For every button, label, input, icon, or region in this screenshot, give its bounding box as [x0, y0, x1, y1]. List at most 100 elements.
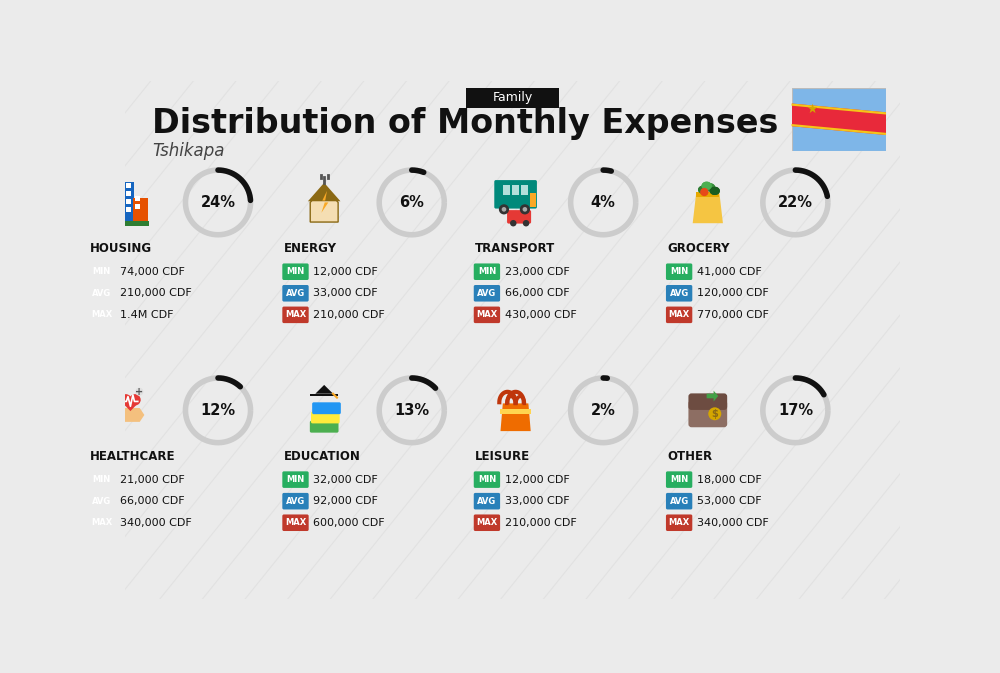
- FancyBboxPatch shape: [89, 285, 115, 302]
- Text: HOUSING: HOUSING: [90, 242, 152, 255]
- Polygon shape: [115, 408, 144, 422]
- FancyBboxPatch shape: [113, 221, 149, 225]
- Text: ENERGY: ENERGY: [284, 242, 337, 255]
- Text: 770,000 CDF: 770,000 CDF: [697, 310, 769, 320]
- Polygon shape: [693, 193, 723, 223]
- Text: 6%: 6%: [399, 195, 424, 210]
- Text: Family: Family: [492, 92, 533, 104]
- Text: AVG: AVG: [286, 289, 305, 297]
- Circle shape: [120, 394, 132, 405]
- Polygon shape: [698, 186, 708, 194]
- Circle shape: [708, 407, 721, 420]
- Circle shape: [510, 220, 517, 226]
- FancyBboxPatch shape: [89, 307, 115, 323]
- Polygon shape: [792, 104, 886, 114]
- FancyBboxPatch shape: [89, 471, 115, 488]
- Text: ★: ★: [807, 103, 818, 116]
- Circle shape: [700, 188, 708, 197]
- FancyBboxPatch shape: [666, 285, 692, 302]
- FancyBboxPatch shape: [688, 400, 727, 427]
- Text: 74,000 CDF: 74,000 CDF: [120, 267, 184, 277]
- Text: AVG: AVG: [286, 497, 305, 505]
- FancyBboxPatch shape: [126, 182, 131, 188]
- Text: MIN: MIN: [478, 267, 496, 276]
- Polygon shape: [315, 385, 333, 394]
- Text: MIN: MIN: [93, 475, 111, 484]
- FancyBboxPatch shape: [466, 87, 559, 108]
- Text: MIN: MIN: [93, 267, 111, 276]
- Text: MIN: MIN: [670, 267, 688, 276]
- FancyBboxPatch shape: [474, 285, 500, 302]
- Text: 41,000 CDF: 41,000 CDF: [697, 267, 762, 277]
- FancyBboxPatch shape: [282, 285, 309, 302]
- FancyBboxPatch shape: [666, 263, 692, 280]
- Text: GROCERY: GROCERY: [668, 242, 730, 255]
- Polygon shape: [310, 186, 338, 222]
- Text: 210,000 CDF: 210,000 CDF: [505, 518, 576, 528]
- FancyBboxPatch shape: [282, 263, 309, 280]
- FancyBboxPatch shape: [474, 493, 500, 509]
- FancyBboxPatch shape: [118, 182, 123, 188]
- Text: 21,000 CDF: 21,000 CDF: [120, 474, 184, 485]
- Circle shape: [499, 205, 509, 215]
- Text: AVG: AVG: [670, 289, 689, 297]
- Text: 4%: 4%: [591, 195, 616, 210]
- Text: 1.4M CDF: 1.4M CDF: [120, 310, 173, 320]
- Text: 12,000 CDF: 12,000 CDF: [313, 267, 378, 277]
- FancyBboxPatch shape: [133, 198, 148, 223]
- Text: EDUCATION: EDUCATION: [284, 450, 361, 463]
- FancyBboxPatch shape: [696, 192, 719, 197]
- FancyBboxPatch shape: [114, 182, 134, 223]
- FancyBboxPatch shape: [126, 190, 131, 196]
- Polygon shape: [702, 182, 712, 190]
- FancyBboxPatch shape: [512, 185, 519, 195]
- Text: MAX: MAX: [668, 310, 690, 320]
- Text: 24%: 24%: [200, 195, 236, 210]
- Text: 53,000 CDF: 53,000 CDF: [697, 496, 762, 506]
- FancyBboxPatch shape: [135, 205, 140, 209]
- Text: MAX: MAX: [476, 518, 498, 527]
- Circle shape: [523, 207, 527, 212]
- Text: 33,000 CDF: 33,000 CDF: [505, 496, 569, 506]
- Text: 32,000 CDF: 32,000 CDF: [313, 474, 378, 485]
- Circle shape: [520, 205, 530, 215]
- Polygon shape: [308, 183, 340, 201]
- Text: 430,000 CDF: 430,000 CDF: [505, 310, 576, 320]
- Text: 13%: 13%: [394, 403, 429, 418]
- Text: HEALTHCARE: HEALTHCARE: [90, 450, 176, 463]
- FancyBboxPatch shape: [118, 207, 123, 212]
- FancyBboxPatch shape: [126, 199, 131, 204]
- Text: LEISURE: LEISURE: [475, 450, 530, 463]
- Text: 66,000 CDF: 66,000 CDF: [120, 496, 184, 506]
- Text: Tshikapa: Tshikapa: [152, 142, 225, 160]
- FancyBboxPatch shape: [507, 210, 531, 223]
- Text: 120,000 CDF: 120,000 CDF: [697, 288, 769, 298]
- Polygon shape: [792, 124, 886, 135]
- Text: AVG: AVG: [92, 497, 111, 505]
- FancyBboxPatch shape: [521, 185, 528, 195]
- Text: +: +: [135, 387, 143, 396]
- Polygon shape: [321, 191, 328, 213]
- Text: TRANSPORT: TRANSPORT: [475, 242, 556, 255]
- Circle shape: [135, 388, 143, 396]
- Polygon shape: [710, 186, 720, 195]
- FancyBboxPatch shape: [282, 471, 309, 488]
- FancyBboxPatch shape: [666, 493, 692, 509]
- FancyBboxPatch shape: [89, 514, 115, 531]
- Text: 210,000 CDF: 210,000 CDF: [313, 310, 385, 320]
- Text: 340,000 CDF: 340,000 CDF: [120, 518, 191, 528]
- Text: MIN: MIN: [286, 267, 305, 276]
- Text: MIN: MIN: [286, 475, 305, 484]
- Text: 340,000 CDF: 340,000 CDF: [697, 518, 769, 528]
- FancyBboxPatch shape: [500, 409, 531, 414]
- Text: $: $: [711, 409, 718, 419]
- FancyBboxPatch shape: [310, 421, 339, 433]
- Text: MAX: MAX: [476, 310, 498, 320]
- FancyBboxPatch shape: [688, 394, 727, 410]
- Polygon shape: [792, 104, 886, 135]
- FancyBboxPatch shape: [89, 263, 115, 280]
- Polygon shape: [705, 183, 715, 192]
- Text: 66,000 CDF: 66,000 CDF: [505, 288, 569, 298]
- Polygon shape: [120, 400, 141, 411]
- FancyBboxPatch shape: [135, 197, 140, 201]
